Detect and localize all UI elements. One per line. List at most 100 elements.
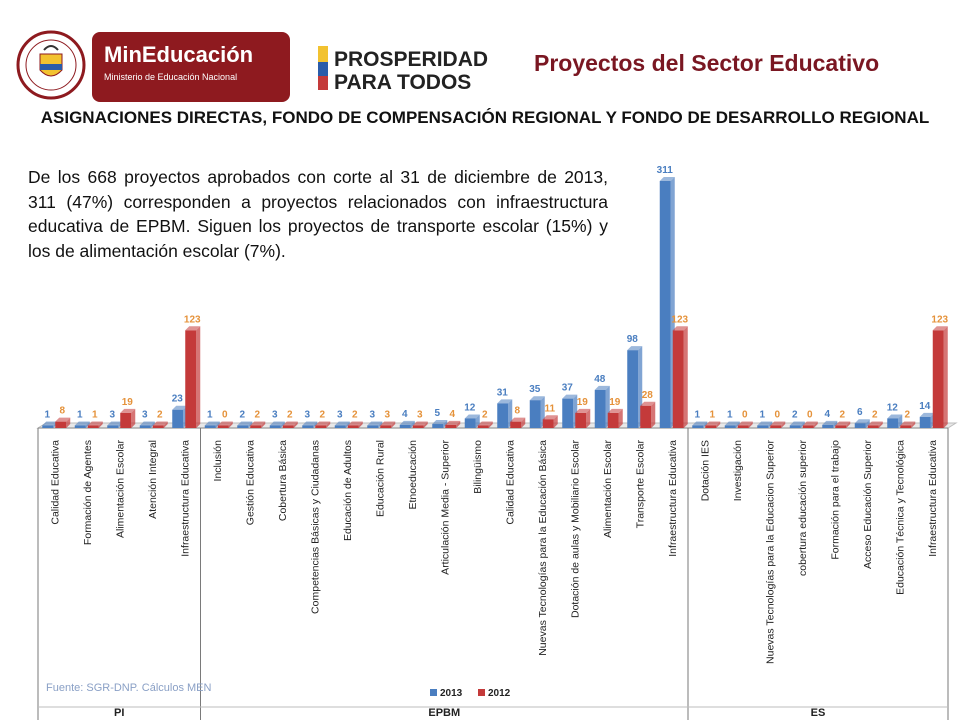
bar-2012-15-top — [542, 415, 558, 420]
colombia-seal-icon — [16, 30, 86, 100]
bar-2012-19 — [672, 330, 684, 428]
bar-2013-22 — [757, 425, 769, 428]
label-2013-7: 3 — [272, 410, 278, 421]
bar-2013-26 — [887, 418, 899, 428]
label-2013-25: 6 — [857, 407, 863, 418]
label-2013-1: 1 — [77, 410, 83, 421]
bar-2013-16-top — [562, 394, 578, 399]
bar-2013-21-side — [735, 421, 740, 428]
label-2012-1: 1 — [92, 410, 98, 421]
category-label-20: Dotación IES — [699, 440, 711, 501]
group-label-2: ES — [811, 707, 826, 719]
bar-2012-11 — [412, 425, 424, 428]
bar-2012-8 — [315, 425, 327, 428]
bar-2013-11 — [399, 424, 411, 428]
label-2013-6: 2 — [239, 410, 245, 421]
bar-2013-8-side — [313, 421, 318, 428]
bar-2012-12-side — [456, 420, 461, 428]
bar-2013-25-side — [865, 419, 870, 428]
label-2012-6: 2 — [254, 410, 260, 421]
bar-2012-7-top — [282, 421, 298, 426]
bar-2012-11-side — [423, 421, 428, 428]
bar-2013-22-top — [757, 421, 773, 426]
label-2012-7: 2 — [287, 410, 293, 421]
label-2012-11: 3 — [417, 410, 423, 421]
bar-2012-4 — [185, 330, 197, 428]
bar-2013-6-top — [237, 421, 253, 426]
label-2013-24: 4 — [824, 409, 830, 420]
bar-2012-0 — [55, 421, 67, 428]
bar-2012-4-top — [185, 326, 201, 331]
label-2013-13: 12 — [464, 402, 476, 413]
label-2013-27: 14 — [919, 401, 931, 412]
bar-2012-5-side — [228, 421, 233, 428]
label-2012-20: 1 — [709, 410, 715, 421]
bar-2012-24-top — [835, 421, 851, 426]
category-label-26: Educación Técnica y Tecnológica — [894, 440, 906, 595]
bar-2013-7-top — [269, 421, 285, 426]
bar-2013-13 — [464, 418, 476, 428]
label-2013-23: 2 — [792, 410, 798, 421]
bar-2012-15-side — [553, 415, 558, 428]
bar-2012-18-top — [640, 401, 656, 406]
bar-2013-11-side — [410, 420, 415, 428]
bar-2013-22-side — [768, 421, 773, 428]
bar-2012-13 — [477, 425, 489, 428]
bar-2013-19-top — [659, 177, 675, 181]
label-2012-24: 2 — [839, 410, 845, 421]
bar-2013-10 — [367, 425, 379, 428]
label-2013-19: 311 — [657, 165, 674, 176]
bar-2012-12-top — [445, 420, 461, 425]
page-title: Proyectos del Sector Educativo — [534, 50, 880, 76]
bar-2013-23-top — [789, 421, 805, 426]
bar-2012-8-top — [315, 421, 331, 426]
bar-2013-11-top — [399, 420, 415, 425]
label-2013-4: 23 — [172, 394, 184, 405]
bar-2013-3-side — [150, 421, 155, 428]
bar-2012-0-side — [66, 417, 71, 428]
bar-2012-24 — [835, 425, 847, 428]
label-2012-2: 19 — [122, 397, 134, 408]
bar-2013-17-top — [594, 385, 610, 390]
bar-2013-7-side — [280, 421, 285, 428]
label-2012-12: 4 — [449, 409, 455, 420]
category-label-25: Acceso Educación Superior — [862, 440, 874, 569]
bar-2012-20-side — [716, 421, 721, 428]
bar-2013-14 — [497, 403, 509, 428]
bar-2012-9-top — [347, 421, 363, 426]
bar-2013-18 — [627, 350, 639, 428]
bar-2012-21-top — [737, 421, 753, 426]
bar-2013-5-top — [204, 421, 220, 426]
label-2012-17: 19 — [609, 397, 621, 408]
label-2012-18: 28 — [642, 390, 654, 401]
bar-2013-14-top — [497, 399, 513, 404]
bar-2013-9-top — [334, 421, 350, 426]
bar-2013-16 — [562, 398, 574, 428]
bar-2012-3-top — [152, 421, 168, 426]
category-label-0: Calidad Educativa — [49, 440, 61, 525]
slide-subtitle: ASIGNACIONES DIRECTAS, FONDO DE COMPENSA… — [40, 108, 930, 127]
group-label-0: PI — [114, 707, 124, 719]
bar-2013-7 — [269, 425, 281, 428]
label-2012-5: 0 — [222, 410, 228, 421]
bar-2012-17 — [607, 412, 619, 428]
bar-2013-1 — [74, 425, 86, 428]
bar-2012-22-top — [770, 421, 786, 426]
bar-2013-4-top — [172, 405, 188, 410]
bar-2013-20-top — [692, 421, 708, 426]
bar-2012-25-top — [867, 421, 883, 426]
bar-2012-6-side — [261, 421, 266, 428]
description-text: De los 668 proyectos aprobados con corte… — [28, 165, 608, 263]
label-2012-16: 19 — [577, 397, 589, 408]
label-2012-10: 3 — [384, 410, 390, 421]
bar-2012-11-top — [412, 421, 428, 426]
bar-2012-13-side — [488, 421, 493, 428]
category-label-2: Alimentación Escolar — [114, 440, 126, 539]
bar-2012-26-side — [911, 421, 916, 428]
ministry-subtitle: Ministerio de Educación Nacional — [104, 72, 238, 82]
category-label-6: Gestión Educativa — [244, 440, 256, 525]
bar-2012-8-side — [326, 421, 331, 428]
bar-2012-18-side — [651, 401, 656, 428]
bar-2012-26-top — [900, 421, 916, 426]
bar-2012-19-top — [672, 326, 688, 331]
